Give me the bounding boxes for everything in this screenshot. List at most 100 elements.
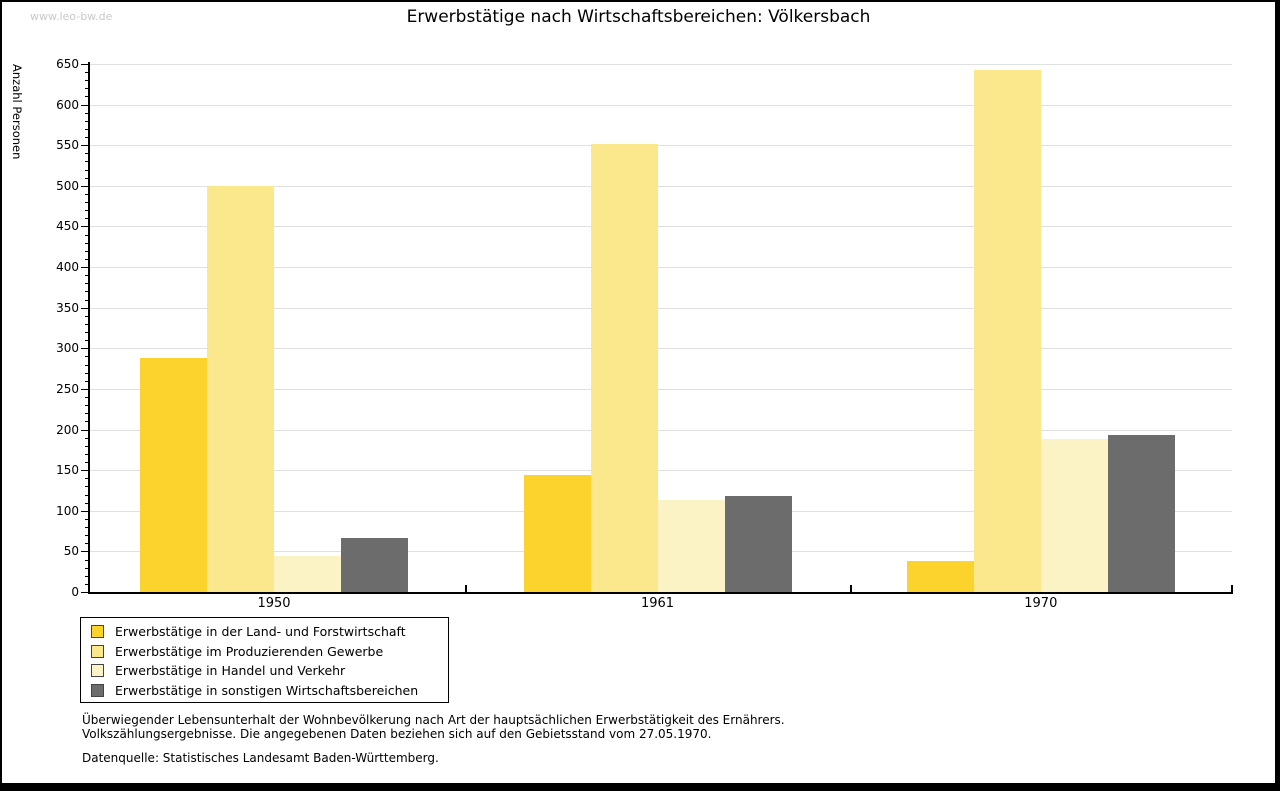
legend-item: Erwerbstätige in sonstigen Wirtschaftsbe… [81,681,448,701]
legend-label: Erwerbstätige in Handel und Verkehr [115,663,346,679]
y-minor-tick [85,478,88,480]
watermark: www.leo-bw.de [30,10,113,23]
y-tick-label: 650 [56,57,79,71]
y-minor-tick [85,323,88,325]
legend-label: Erwerbstätige in sonstigen Wirtschaftsbe… [115,682,419,698]
y-minor-tick [85,283,88,285]
y-minor-tick [85,202,88,204]
y-minor-tick [85,535,88,537]
y-minor-tick [85,275,88,277]
y-minor-tick [85,445,88,447]
legend-item: Erwerbstätige in Handel und Verkehr [81,661,448,681]
bar [207,185,274,592]
x-boundary-tick [1231,585,1233,592]
y-major-tick [81,510,88,512]
y-minor-tick [85,413,88,415]
gridline [90,388,1232,390]
data-source: Datenquelle: Statistisches Landesamt Bad… [82,751,439,765]
y-minor-tick [85,153,88,155]
footnote-line-2: Volkszählungsergebnisse. Die angegebenen… [82,727,712,741]
x-boundary-tick [465,585,467,592]
y-minor-tick [85,559,88,561]
y-axis-title: Anzahl Personen [10,64,24,160]
y-minor-tick [85,397,88,399]
y-axis-line [88,62,90,594]
y-minor-tick [85,437,88,439]
y-minor-tick [85,486,88,488]
y-tick-label: 0 [71,585,79,599]
y-tick-label: 150 [56,463,79,478]
y-minor-tick [85,340,88,342]
y-major-tick [81,226,88,228]
y-minor-tick [85,527,88,528]
bar [1107,435,1175,592]
y-minor-tick [85,258,88,260]
x-category-label: 1970 [1024,596,1058,611]
y-tick-label: 400 [56,260,79,275]
y-minor-tick [85,210,88,212]
legend-item: Erwerbstätige im Produzierenden Gewerbe [81,642,448,662]
gridline [90,429,1232,431]
y-minor-tick [85,291,88,293]
y-minor-tick [85,137,88,139]
gridline [90,104,1232,106]
y-major-tick [81,551,88,553]
y-minor-tick [85,518,88,520]
y-minor-tick [85,250,88,252]
gridline [90,185,1232,187]
y-tick-label: 100 [56,503,79,518]
y-minor-tick [85,88,88,90]
y-minor-tick [85,128,88,130]
y-minor-tick [85,72,88,74]
y-minor-tick [85,96,88,98]
gridline [90,348,1232,350]
y-minor-tick [85,218,88,220]
y-minor-tick [85,234,88,236]
y-minor-tick [85,332,88,334]
bar [657,500,725,592]
y-minor-tick [85,575,88,577]
legend: Erwerbstätige in der Land- und Forstwirt… [80,617,449,703]
gridline [90,307,1232,309]
y-tick-label: 500 [56,178,79,193]
bar [1040,439,1108,592]
y-major-tick [81,64,88,65]
y-minor-tick [85,80,88,82]
y-minor-tick [85,177,88,179]
footnote-line-1: Überwiegender Lebensunterhalt der Wohnbe… [82,713,785,727]
gridline [90,64,1232,65]
legend-swatch [91,664,104,678]
y-minor-tick [85,372,88,374]
y-minor-tick [85,543,88,545]
bar [590,144,658,592]
y-minor-tick [85,120,88,122]
y-major-tick [81,470,88,472]
y-minor-tick [85,299,88,301]
gridline [90,145,1232,147]
y-minor-tick [85,364,88,366]
bar [140,358,207,592]
bar [523,475,591,592]
y-major-tick [81,592,88,593]
legend-label: Erwerbstätige im Produzierenden Gewerbe [115,643,384,659]
y-major-tick [81,307,88,309]
y-tick-label: 200 [56,422,79,437]
page-title: Erwerbstätige nach Wirtschaftsbereichen:… [406,7,871,27]
y-minor-tick [85,193,88,195]
legend-swatch [91,644,104,658]
y-major-tick [81,267,88,269]
y-minor-tick [85,169,88,171]
y-major-tick [81,429,88,431]
x-boundary-tick [850,585,852,592]
y-minor-tick [85,421,88,423]
y-minor-tick [85,583,88,585]
y-minor-tick [85,567,88,569]
y-tick-label: 450 [56,219,79,234]
y-minor-tick [85,494,88,496]
y-major-tick [81,145,88,147]
gridline [90,470,1232,472]
y-major-tick [81,104,88,106]
y-minor-tick [85,112,88,114]
legend-swatch [91,625,104,639]
